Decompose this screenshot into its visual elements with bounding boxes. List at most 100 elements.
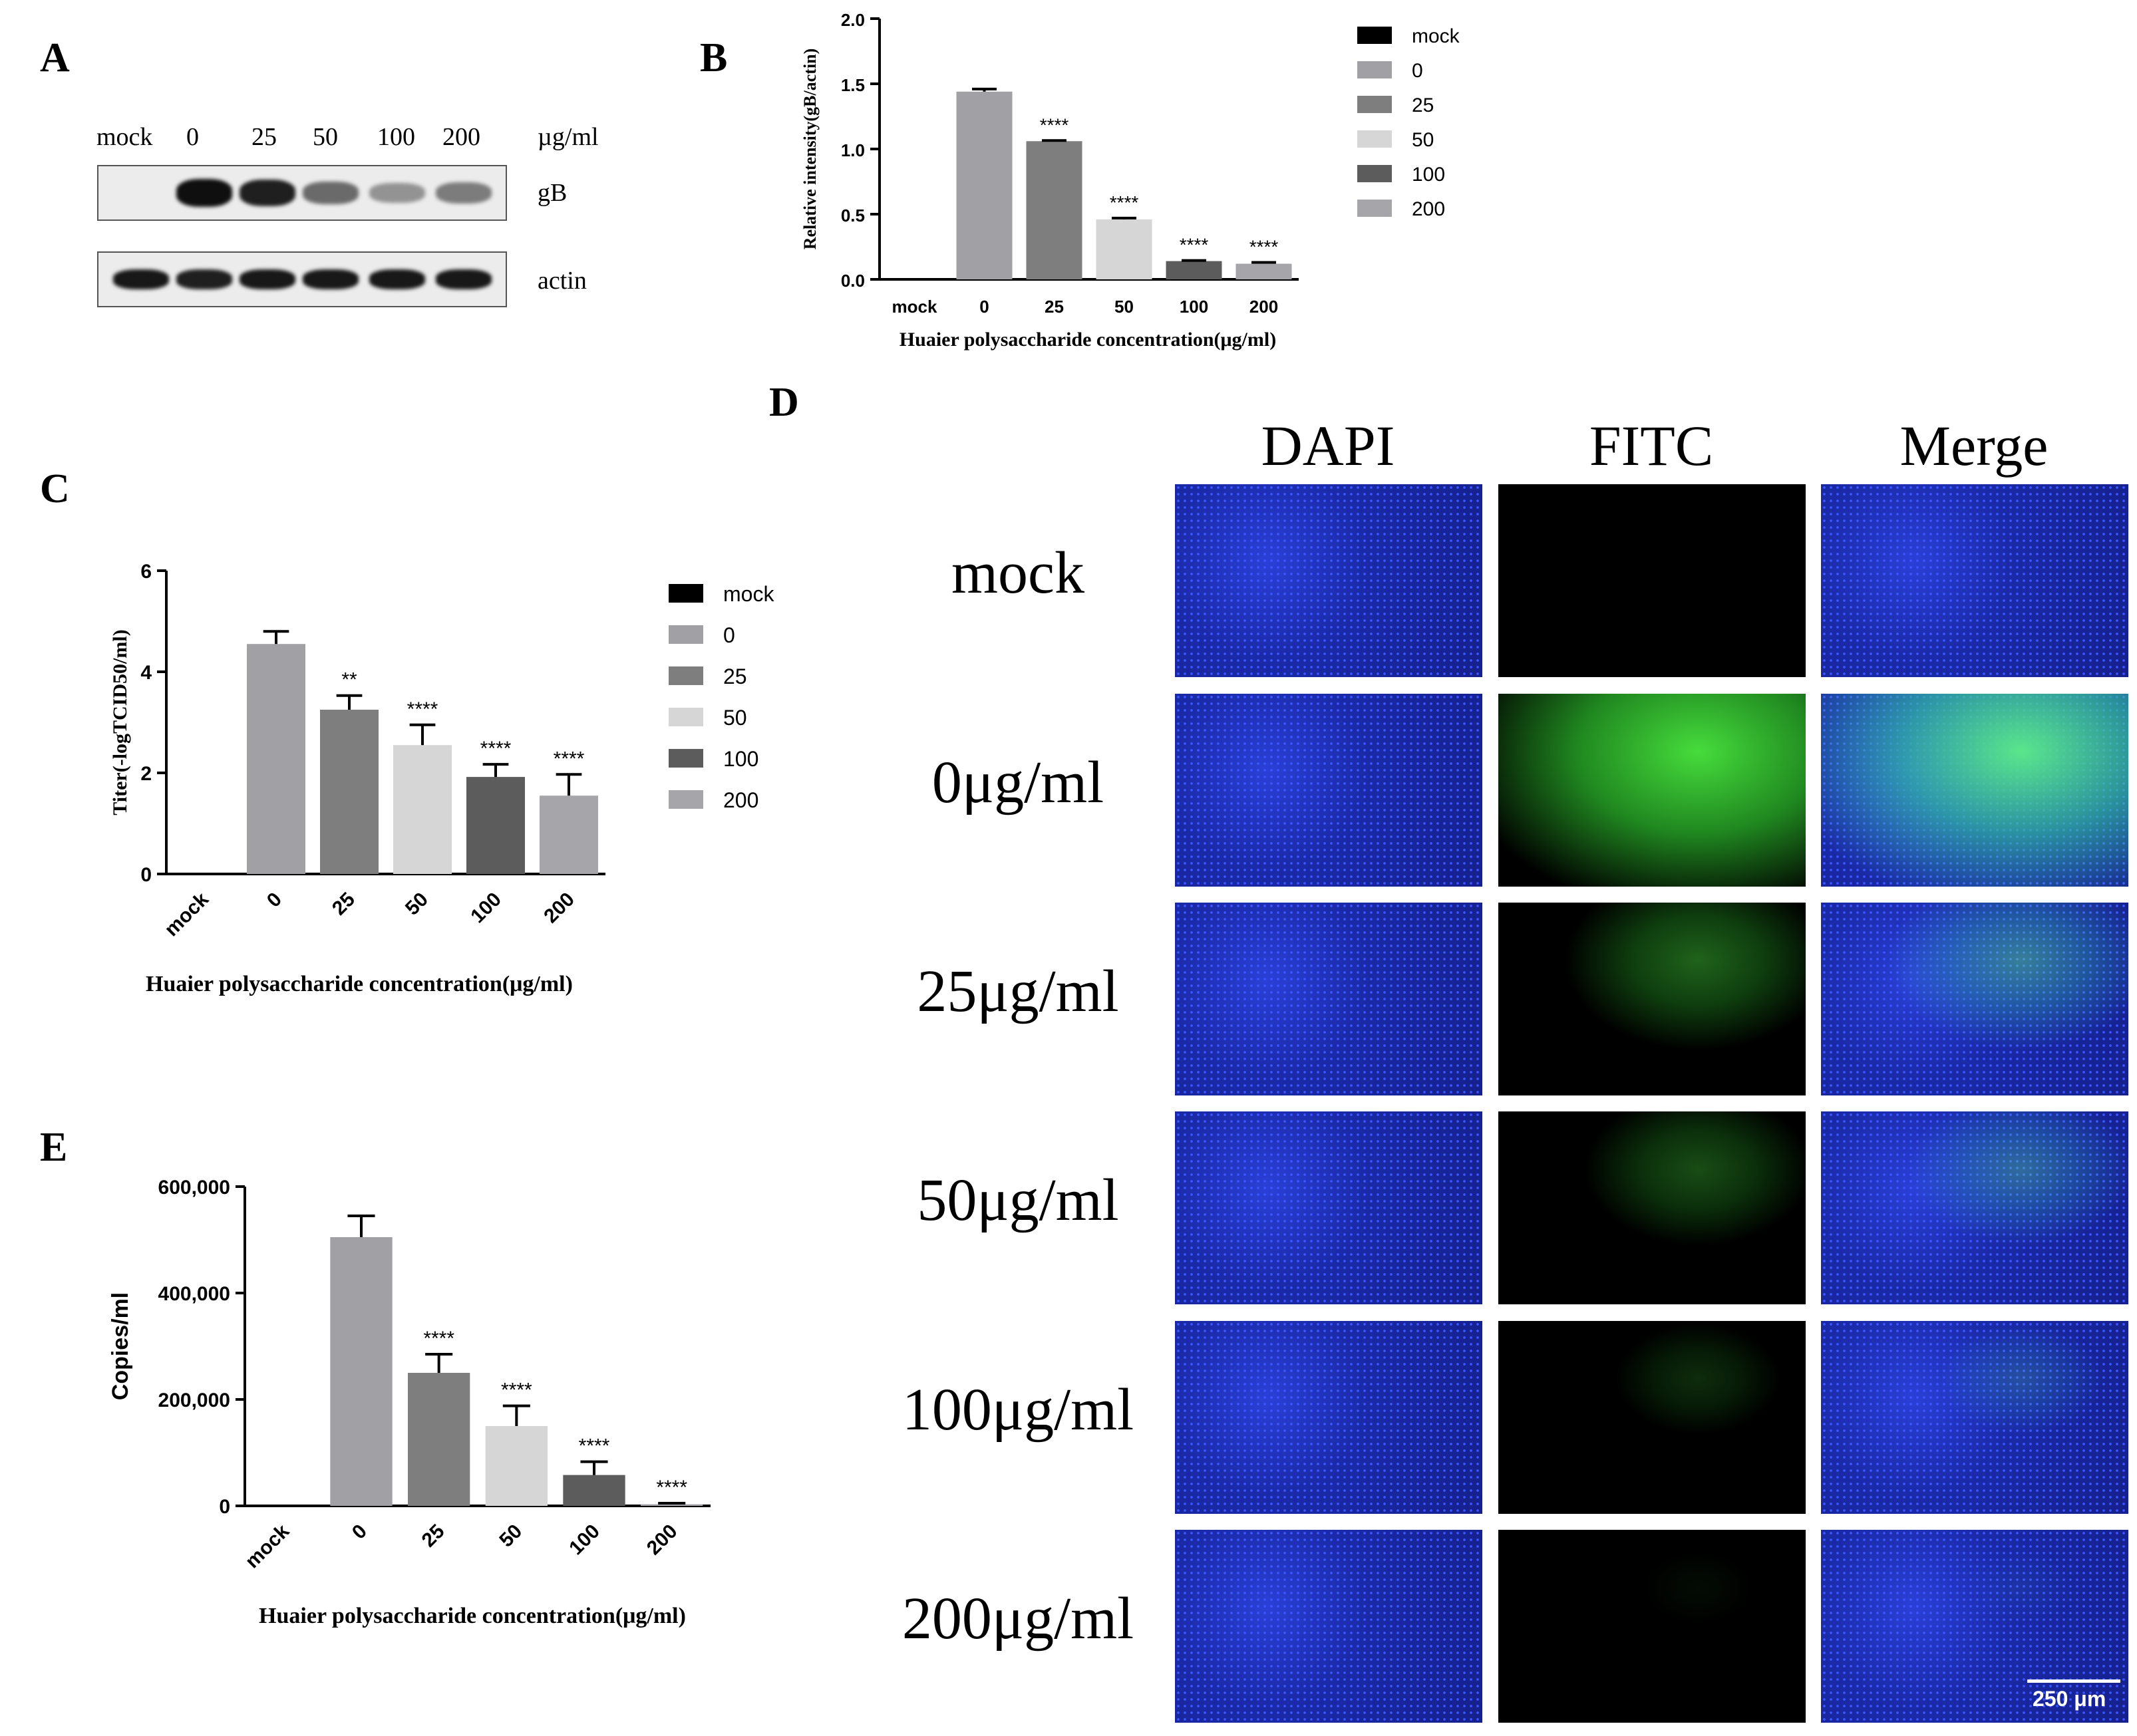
legend-label: 100	[723, 747, 758, 771]
gB-band	[436, 182, 492, 204]
legend-label: 200	[1412, 198, 1445, 220]
y-axis-label: Relative intensity(gB/actin)	[800, 49, 820, 250]
panel-label-a: A	[40, 35, 70, 80]
actin-band	[436, 269, 492, 289]
bar	[641, 1504, 703, 1506]
lane-label-0: 0	[186, 123, 199, 151]
lane-label-50: 50	[313, 123, 338, 151]
row-label: 25μg/ml	[917, 958, 1119, 1024]
x-tick-label: 0	[348, 1520, 371, 1544]
plot-area: 0.0 0.5 1.0 1.5 2.0 mock 0 **** 25 **** 50 **** 100 *…	[841, 10, 1299, 317]
panel-label-e: E	[40, 1125, 68, 1170]
micrograph-merge	[1821, 484, 2128, 677]
western-blot-panel: mock 0 25 50 100 200 µg/ml gB actin	[0, 0, 665, 333]
x-tick-label: 25	[1045, 297, 1064, 317]
legend-label: 50	[1412, 129, 1434, 151]
actin-band	[303, 269, 359, 289]
micrograph-merge	[1821, 903, 2128, 1095]
row-label: mock	[951, 540, 1084, 606]
bar	[540, 796, 598, 874]
bar	[330, 1237, 393, 1506]
significance-mark: ****	[656, 1477, 687, 1499]
legend-swatch	[669, 708, 703, 726]
y-tick-label: 0	[140, 864, 152, 886]
panel-label-d: D	[769, 380, 799, 425]
bar	[1235, 263, 1292, 279]
y-tick-label: 0.5	[841, 206, 865, 225]
x-tick-label: mock	[892, 297, 937, 317]
unit-label: µg/ml	[538, 123, 599, 151]
gB-band	[369, 182, 425, 204]
legend-swatch	[1357, 61, 1392, 78]
legend-label: 200	[723, 788, 758, 812]
y-tick-label: 4	[140, 662, 152, 684]
micrograph-merge	[1821, 694, 2128, 887]
x-tick-label: 200	[540, 889, 579, 928]
x-tick-label: 50	[401, 889, 432, 920]
scale-bar	[2027, 1679, 2120, 1683]
micrograph-fitc	[1498, 1321, 1806, 1514]
y-tick-label: 1.0	[841, 140, 865, 160]
bar	[956, 91, 1013, 279]
panel-label-b: B	[700, 35, 728, 80]
chart-b: 0.0 0.5 1.0 1.5 2.0 mock 0 **** 25 **** 50 **** 100 *…	[800, 10, 1460, 351]
column-header-merge: Merge	[1899, 414, 2049, 478]
bar	[563, 1475, 625, 1506]
y-tick-label: 200,000	[158, 1389, 230, 1411]
legend-swatch	[669, 584, 703, 603]
micrograph-dapi	[1175, 903, 1482, 1095]
bar	[320, 710, 379, 874]
significance-mark: ****	[579, 1435, 610, 1457]
micrograph-merge	[1821, 1321, 2128, 1514]
actin-band	[176, 269, 232, 289]
x-tick-label: 100	[1180, 297, 1208, 317]
y-tick-label: 2	[140, 763, 152, 785]
x-tick-label: mock	[242, 1520, 294, 1572]
scale-bar-label: 250 μm	[2033, 1687, 2106, 1711]
bar	[247, 644, 305, 874]
x-tick-label: mock	[160, 888, 213, 940]
y-tick-label: 0.0	[841, 271, 865, 291]
micrograph-dapi	[1175, 1530, 1482, 1723]
gB-band	[176, 179, 232, 207]
bar	[408, 1373, 470, 1506]
legend-swatch	[669, 749, 703, 768]
micrograph-fitc	[1498, 903, 1806, 1095]
micrograph-dapi	[1175, 1111, 1482, 1304]
legend-label: 25	[1412, 94, 1434, 116]
lane-label-mock: mock	[96, 123, 153, 151]
x-axis-label: Huaier polysaccharide concentration(μg/m…	[146, 972, 573, 996]
plot-area: 0 200,000 400,000 600,000 mock 0 **** 25 **** 50 *…	[158, 1177, 711, 1572]
y-tick-label: 0	[219, 1496, 230, 1518]
column-header-dapi: DAPI	[1261, 414, 1395, 478]
panel-label-c: C	[40, 466, 70, 511]
chart-e: 0 200,000 400,000 600,000 mock 0 **** 25 **** 50 *…	[108, 1177, 711, 1628]
row-label: 200μg/ml	[902, 1586, 1134, 1652]
legend-swatch	[1357, 130, 1392, 148]
legend-swatch	[1357, 96, 1392, 113]
row-label: 0μg/ml	[931, 750, 1104, 815]
legend-swatch	[1357, 200, 1392, 217]
micrograph-merge	[1821, 1111, 2128, 1304]
x-tick-label: 0	[263, 889, 286, 912]
y-tick-label: 1.5	[841, 75, 865, 95]
x-tick-label: 25	[328, 889, 359, 920]
gB-band	[240, 179, 295, 207]
x-tick-label: 0	[979, 297, 989, 317]
gb-band-label: gB	[538, 179, 568, 207]
significance-mark: ****	[501, 1379, 532, 1401]
x-axis-label: Huaier polysaccharide concentration(μg/m…	[259, 1604, 686, 1628]
chart-c: 0 2 4 6 mock 0 ** 25 **** 50 **** 100 **** 200 Titer(-…	[109, 561, 774, 996]
legend-label: 100	[1412, 164, 1445, 186]
y-tick-label: 400,000	[158, 1283, 230, 1305]
y-axis-label: Copies/ml	[108, 1292, 133, 1400]
significance-mark: ****	[554, 748, 585, 770]
bar	[1096, 219, 1152, 279]
bar	[1026, 141, 1082, 279]
gB-band	[303, 181, 359, 205]
significance-mark: ****	[1040, 114, 1069, 135]
column-header-fitc: FITC	[1589, 414, 1714, 478]
legend-label: 0	[723, 623, 735, 647]
micrograph-merge	[1821, 1530, 2128, 1723]
lane-label-25: 25	[251, 123, 277, 151]
